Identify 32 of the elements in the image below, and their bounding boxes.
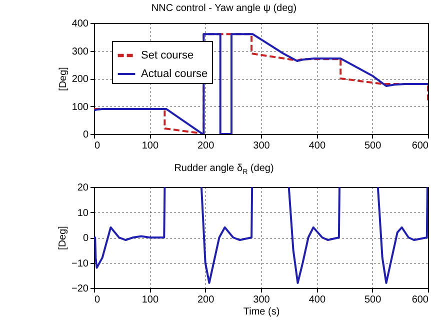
y-tick-label: 300 xyxy=(72,46,89,58)
x-tick-label: 100 xyxy=(142,140,159,152)
x-axis-title: Time (s) xyxy=(243,306,280,318)
y-tick-label: 200 xyxy=(72,74,89,85)
x-tick-label: 300 xyxy=(253,294,270,306)
y-axis-title: [Deg] xyxy=(58,226,69,250)
y-tick-label: 20 xyxy=(77,182,89,194)
chart-title: Rudder angle δ$_{R}$ (deg) xyxy=(173,163,275,176)
legend-label: Set course xyxy=(141,50,194,62)
y-tick-label: 100 xyxy=(72,102,89,113)
chart-title: NNC control - Yaw angle ψ (deg) xyxy=(150,3,298,14)
x-tick-label: 400 xyxy=(308,294,326,306)
y-tick-label: 10 xyxy=(77,208,89,219)
y-tick-label: 0 xyxy=(82,233,89,244)
y-tick-label: 0 xyxy=(82,130,89,140)
x-tick-label: 500 xyxy=(364,140,382,152)
x-tick-label: 100 xyxy=(142,294,159,306)
x-tick-label: 300 xyxy=(253,140,270,152)
y-axis-title: [Deg] xyxy=(58,66,69,91)
x-tick-label: 600 xyxy=(412,140,429,152)
y-tick-label: 400 xyxy=(72,18,89,30)
x-tick-label: 600 xyxy=(412,294,429,306)
x-tick-label: 500 xyxy=(364,294,382,306)
x-tick-label: 200 xyxy=(197,140,215,152)
x-tick-label: 0 xyxy=(94,140,100,152)
line-series xyxy=(94,33,428,134)
y-tick-label: −10 xyxy=(72,258,89,270)
legend-label: Actual course xyxy=(141,68,208,80)
y-tick-label: −20 xyxy=(72,284,89,294)
x-tick-label: 200 xyxy=(197,294,215,306)
x-tick-label: 0 xyxy=(94,294,100,306)
x-tick-label: 400 xyxy=(308,140,326,152)
